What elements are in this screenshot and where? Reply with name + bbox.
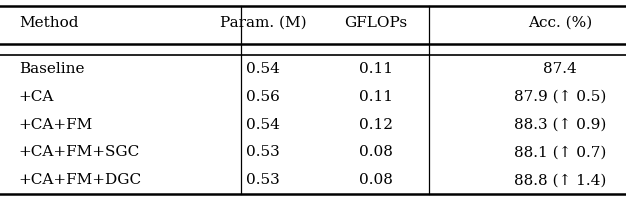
Text: Baseline: Baseline bbox=[19, 62, 85, 76]
Text: 0.08: 0.08 bbox=[359, 146, 393, 159]
Text: 87.4: 87.4 bbox=[543, 62, 577, 76]
Text: GFLOPs: GFLOPs bbox=[344, 16, 407, 30]
Text: Acc. (%): Acc. (%) bbox=[528, 16, 592, 30]
Text: 87.9 (↑ 0.5): 87.9 (↑ 0.5) bbox=[514, 90, 607, 104]
Text: 0.11: 0.11 bbox=[359, 90, 393, 104]
Text: 0.54: 0.54 bbox=[246, 62, 280, 76]
Text: +CA+FM: +CA+FM bbox=[19, 118, 93, 132]
Text: 88.8 (↑ 1.4): 88.8 (↑ 1.4) bbox=[514, 173, 607, 187]
Text: 88.3 (↑ 0.9): 88.3 (↑ 0.9) bbox=[514, 118, 607, 132]
Text: 88.1 (↑ 0.7): 88.1 (↑ 0.7) bbox=[514, 146, 607, 159]
Text: Param. (M): Param. (M) bbox=[220, 16, 306, 30]
Text: Method: Method bbox=[19, 16, 78, 30]
Text: 0.56: 0.56 bbox=[246, 90, 280, 104]
Text: 0.54: 0.54 bbox=[246, 118, 280, 132]
Text: +CA+FM+SGC: +CA+FM+SGC bbox=[19, 146, 140, 159]
Text: +CA+FM+DGC: +CA+FM+DGC bbox=[19, 173, 142, 187]
Text: 0.53: 0.53 bbox=[246, 173, 280, 187]
Text: 0.11: 0.11 bbox=[359, 62, 393, 76]
Text: 0.53: 0.53 bbox=[246, 146, 280, 159]
Text: +CA: +CA bbox=[19, 90, 54, 104]
Text: 0.12: 0.12 bbox=[359, 118, 393, 132]
Text: 0.08: 0.08 bbox=[359, 173, 393, 187]
